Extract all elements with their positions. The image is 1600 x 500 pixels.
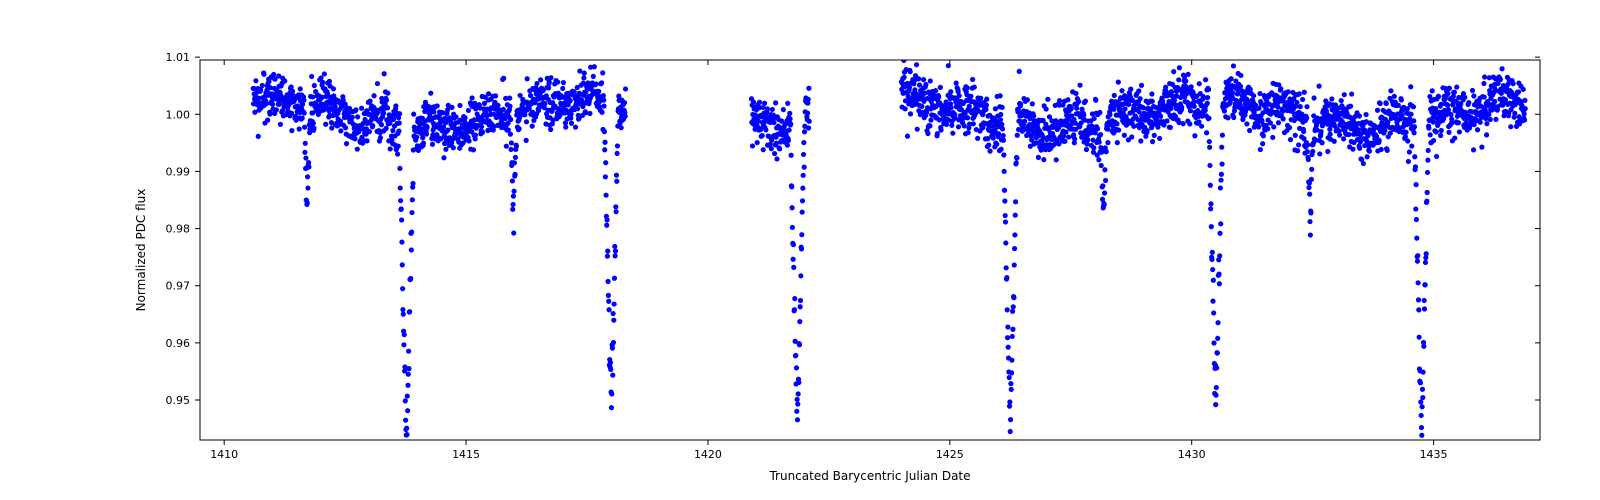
y-tick-label: 0.96 — [166, 337, 191, 350]
y-tick-label: 1.00 — [166, 108, 191, 121]
x-axis-label: Truncated Barycentric Julian Date — [768, 469, 970, 483]
y-axis-label: Normalized PDC flux — [134, 189, 148, 312]
y-tick-label: 0.99 — [166, 165, 191, 178]
x-tick-label: 1425 — [936, 448, 964, 461]
y-tick-label: 0.98 — [166, 223, 191, 236]
y-tick-label: 0.97 — [166, 280, 191, 293]
x-tick-label: 1435 — [1420, 448, 1448, 461]
y-tick-label: 1.01 — [166, 51, 191, 64]
y-tick-label: 0.95 — [166, 394, 191, 407]
x-tick-label: 1420 — [694, 448, 722, 461]
x-tick-label: 1410 — [210, 448, 238, 461]
lightcurve-chart: 1410 1415 1420 1425 1430 1435 0.95 0.96 0.97 0.98… — [0, 0, 1600, 500]
x-tick-label: 1430 — [1178, 448, 1206, 461]
chart-svg: 1410 1415 1420 1425 1430 1435 0.95 0.96 0.97 0.98… — [0, 0, 1600, 500]
x-tick-label: 1415 — [452, 448, 480, 461]
